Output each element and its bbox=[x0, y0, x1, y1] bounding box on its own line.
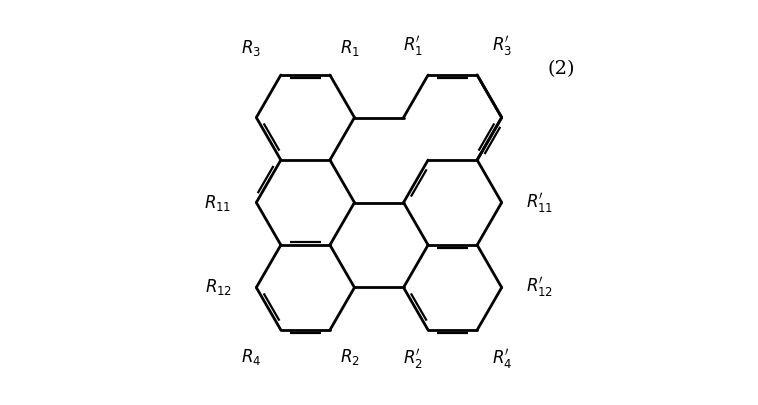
Text: (2): (2) bbox=[548, 60, 575, 78]
Text: $R_{3}'$: $R_{3}'$ bbox=[492, 34, 512, 58]
Text: $R_{4}$: $R_{4}$ bbox=[241, 347, 262, 367]
Text: $R_{3}$: $R_{3}$ bbox=[241, 38, 262, 58]
Text: $R_{1}'$: $R_{1}'$ bbox=[403, 34, 423, 58]
Text: $R_{2}'$: $R_{2}'$ bbox=[403, 347, 423, 371]
Text: $R_{1}$: $R_{1}$ bbox=[340, 38, 359, 58]
Text: $R_{11}'$: $R_{11}'$ bbox=[526, 190, 553, 215]
Text: $R_{11}$: $R_{11}$ bbox=[205, 192, 232, 213]
Text: $R_{2}$: $R_{2}$ bbox=[340, 347, 359, 367]
Text: $R_{4}'$: $R_{4}'$ bbox=[492, 347, 512, 371]
Text: $R_{12}'$: $R_{12}'$ bbox=[526, 275, 553, 300]
Text: $R_{12}$: $R_{12}$ bbox=[205, 277, 232, 298]
